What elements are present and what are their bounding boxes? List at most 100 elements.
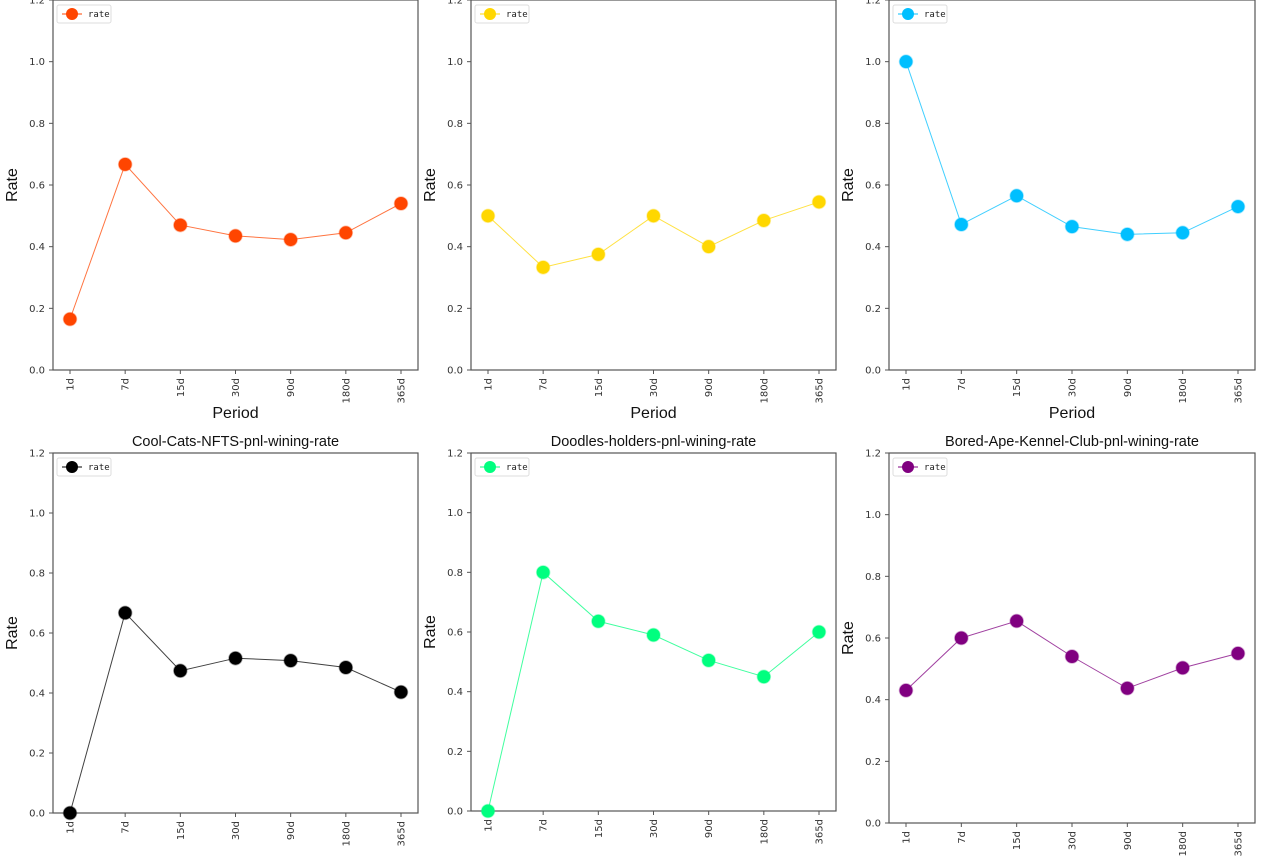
x-tick-label: 15d: [176, 821, 187, 840]
data-point: [117, 157, 133, 172]
legend-marker: [66, 461, 78, 473]
y-tick-label: 0.4: [447, 687, 463, 698]
y-tick-label: 0.6: [865, 181, 881, 192]
data-point: [591, 247, 606, 262]
y-axis-label: Rate: [840, 621, 857, 655]
y-tick-label: 1.2: [29, 0, 45, 7]
data-point: [480, 208, 496, 224]
data-point: [228, 650, 243, 666]
legend-label: rate: [88, 463, 110, 473]
y-tick-label: 1.2: [447, 449, 463, 460]
y-tick-label: 0.0: [865, 819, 881, 830]
x-tick-label: 7d: [121, 378, 132, 391]
data-point: [646, 208, 661, 224]
x-tick-label: 365d: [397, 378, 408, 403]
plot-frame: [470, 0, 837, 371]
legend-marker: [484, 8, 496, 20]
y-tick-label: 0.0: [865, 366, 881, 377]
data-point: [811, 194, 827, 210]
y-tick-label: 1.0: [865, 510, 881, 521]
x-tick-label: 15d: [594, 819, 605, 838]
legend-label: rate: [924, 10, 946, 20]
legend-marker: [902, 8, 914, 20]
y-tick-label: 0.4: [865, 242, 881, 253]
data-point: [954, 217, 969, 232]
y-tick-label: 0.8: [865, 572, 881, 583]
y-axis-label: Rate: [840, 168, 857, 202]
data-point: [173, 217, 188, 233]
x-tick-label: 180d: [759, 819, 770, 844]
plot-frame: [52, 452, 419, 814]
data-point: [1120, 681, 1135, 696]
data-point: [1009, 613, 1024, 629]
data-point: [535, 565, 551, 580]
data-point: [480, 803, 496, 819]
data-point: [1230, 199, 1246, 214]
y-tick-label: 0.8: [447, 568, 463, 579]
y-tick-label: 1.2: [447, 0, 463, 7]
x-tick-label: 7d: [957, 378, 968, 391]
x-tick-label: 30d: [231, 378, 242, 397]
x-tick-label: 180d: [341, 378, 352, 403]
y-tick-label: 0.0: [447, 807, 463, 818]
y-tick-label: 0.8: [865, 119, 881, 130]
data-point: [393, 684, 409, 700]
x-tick-label: 15d: [1012, 378, 1023, 397]
data-point: [1009, 188, 1024, 204]
x-tick-label: 7d: [957, 831, 968, 844]
y-tick-label: 1.0: [447, 57, 463, 68]
y-tick-label: 0.4: [447, 242, 463, 253]
x-tick-label: 365d: [397, 821, 408, 846]
y-tick-label: 0.6: [29, 181, 45, 192]
legend-marker: [484, 461, 496, 473]
data-point: [62, 805, 78, 821]
y-tick-label: 0.8: [447, 119, 463, 130]
data-point: [283, 653, 298, 668]
y-tick-label: 0.6: [29, 629, 45, 640]
y-tick-label: 1.0: [29, 509, 45, 520]
data-point: [701, 653, 716, 668]
data-point: [646, 627, 661, 643]
chart-title: Doodles-holders-pnl-wining-rate: [551, 434, 757, 450]
y-tick-label: 0.2: [447, 304, 463, 315]
chart-title: Cool-Cats-NFTS-pnl-wining-rate: [132, 434, 339, 450]
legend-marker: [66, 8, 78, 20]
y-tick-label: 0.2: [865, 757, 881, 768]
data-point: [117, 605, 133, 621]
x-tick-label: 15d: [594, 378, 605, 397]
x-tick-label: 180d: [1178, 831, 1189, 856]
legend-label: rate: [506, 10, 528, 20]
data-point: [1175, 225, 1190, 241]
data-point: [898, 683, 914, 698]
x-tick-label: 30d: [231, 821, 242, 840]
y-axis-label: Rate: [422, 615, 439, 649]
x-axis-label: Period: [630, 405, 676, 422]
y-tick-label: 1.2: [29, 449, 45, 460]
x-tick-label: 1d: [484, 819, 495, 832]
data-point: [701, 239, 716, 254]
legend-marker: [902, 461, 914, 473]
x-tick-label: 90d: [704, 378, 715, 397]
data-point: [62, 311, 78, 327]
data-point: [756, 669, 772, 684]
plot-frame: [888, 0, 1256, 371]
x-tick-label: 365d: [1234, 831, 1245, 856]
data-point: [338, 225, 354, 241]
y-tick-label: 1.2: [865, 0, 881, 7]
y-tick-label: 1.0: [29, 57, 45, 68]
data-point: [898, 54, 914, 69]
x-tick-label: 30d: [1068, 831, 1079, 850]
x-tick-label: 7d: [539, 819, 550, 832]
y-tick-label: 1.0: [865, 57, 881, 68]
x-tick-label: 90d: [1123, 378, 1134, 397]
data-point: [535, 260, 551, 275]
y-tick-label: 0.0: [447, 366, 463, 377]
x-tick-label: 15d: [1012, 831, 1023, 850]
y-tick-label: 0.6: [447, 628, 463, 639]
y-axis-label: Rate: [4, 616, 21, 650]
y-tick-label: 1.0: [447, 508, 463, 519]
x-tick-label: 1d: [66, 821, 77, 834]
data-point: [1064, 649, 1080, 664]
x-axis-label: Period: [1049, 405, 1095, 422]
plot-frame: [888, 452, 1256, 824]
